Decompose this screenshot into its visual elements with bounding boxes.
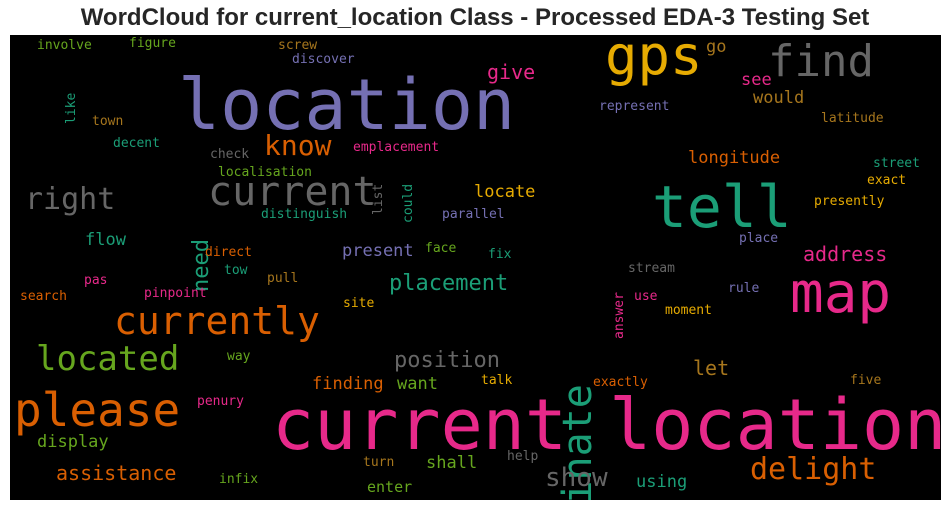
word-would: would [753, 88, 805, 108]
word-see: see [741, 70, 772, 90]
word-enter: enter [367, 478, 413, 496]
word-pull: pull [267, 271, 299, 286]
word-right: right [25, 182, 116, 217]
word-let: let [693, 356, 730, 380]
word-show: show [545, 463, 608, 493]
word-infix: infix [219, 472, 259, 487]
figure-title: WordCloud for current_location Class - P… [80, 4, 870, 31]
word-exactly: exactly [593, 375, 648, 390]
word-represent: represent [599, 99, 670, 114]
word-distinguish: distinguish [261, 207, 348, 222]
word-want: want [397, 374, 438, 394]
word-involve: involve [37, 38, 92, 53]
word-gps: gps [605, 35, 703, 87]
word-search: search [20, 289, 67, 304]
word-answer: answer [612, 291, 627, 339]
word-assistance: assistance [56, 461, 177, 485]
word-go: go [706, 37, 727, 57]
word-exact: exact [867, 173, 907, 188]
word-address: address [803, 242, 888, 266]
word-located: located [36, 339, 180, 379]
wordcloud-canvas: current locationlocationmaptellcoordinat… [10, 35, 941, 500]
word-rule: rule [728, 281, 760, 296]
word-display: display [37, 432, 109, 452]
word-fix: fix [488, 247, 512, 262]
word-direct: direct [205, 245, 252, 260]
word-find: find [768, 36, 874, 87]
word-give: give [487, 60, 536, 84]
word-talk: talk [481, 373, 513, 388]
word-check: check [210, 147, 250, 162]
word-discover: discover [292, 52, 355, 67]
word-could: could [401, 183, 416, 223]
word-current-location: current location [272, 384, 941, 466]
word-penury: penury [197, 394, 244, 409]
word-presently: presently [814, 194, 885, 209]
word-parallel: parallel [442, 207, 505, 222]
word-moment: moment [665, 303, 712, 318]
word-pinpoint: pinpoint [144, 286, 207, 301]
word-using: using [636, 472, 688, 492]
word-longitude: longitude [688, 148, 781, 168]
word-currently: currently [114, 299, 320, 343]
word-like: like [64, 92, 79, 125]
word-decent: decent [113, 136, 160, 151]
word-place: place [739, 231, 779, 246]
word-please: please [14, 383, 181, 437]
word-five: five [850, 373, 882, 388]
word-latitude: latitude [821, 111, 884, 126]
word-map: map [790, 261, 892, 326]
word-town: town [92, 114, 124, 129]
word-face: face [425, 241, 457, 256]
word-localisation: localisation [218, 165, 312, 180]
word-know: know [264, 129, 332, 162]
word-shall: shall [426, 453, 478, 473]
word-stream: stream [628, 261, 675, 276]
word-position: position [394, 348, 500, 373]
word-way: way [227, 349, 251, 364]
word-present: present [342, 241, 414, 261]
word-locate: locate [474, 182, 536, 202]
word-use: use [634, 289, 658, 304]
word-pas: pas [84, 273, 108, 288]
word-placement: placement [389, 271, 509, 296]
word-flow: flow [85, 230, 126, 250]
word-screw: screw [278, 38, 318, 53]
word-street: street [873, 156, 920, 171]
word-current: current [208, 169, 377, 215]
word-emplacement: emplacement [353, 140, 440, 155]
word-tell: tell [652, 173, 792, 241]
word-finding: finding [312, 374, 384, 394]
word-delight: delight [750, 452, 877, 487]
word-site: site [343, 296, 375, 311]
word-help: help [507, 449, 539, 464]
word-list: list [371, 183, 386, 216]
word-tow: tow [224, 263, 248, 278]
word-figure: figure [129, 36, 176, 51]
word-location: location [178, 64, 516, 146]
word-turn: turn [363, 455, 395, 470]
